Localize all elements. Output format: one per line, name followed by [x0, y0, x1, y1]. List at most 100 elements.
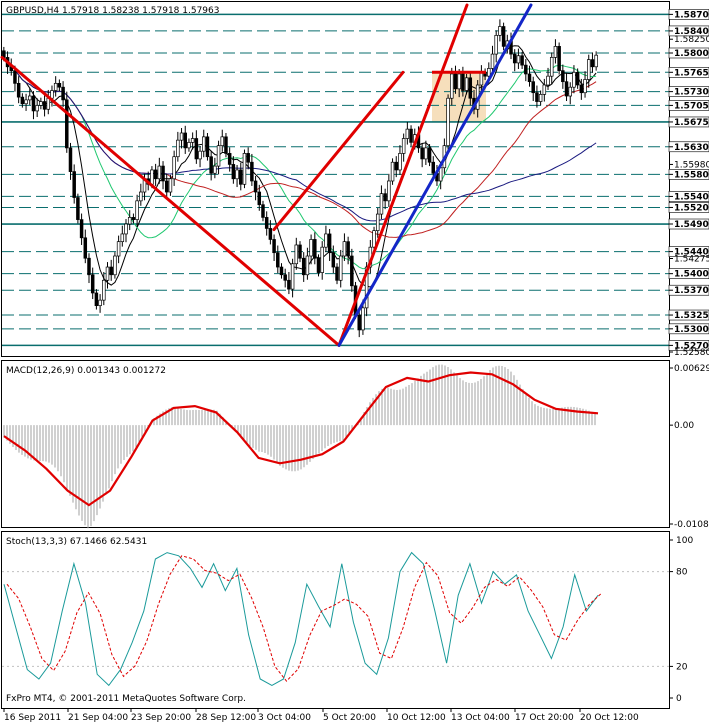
- candle-body: [561, 70, 565, 83]
- candle-body: [53, 82, 58, 91]
- candle-body: [209, 156, 213, 174]
- candle-body: [276, 252, 280, 268]
- candle-body: [216, 145, 221, 167]
- candle-body: [102, 279, 106, 301]
- candle-body: [139, 191, 143, 202]
- x-axis-label: 20 Oct 12:00: [580, 713, 639, 723]
- candle-body: [527, 73, 532, 83]
- candle-body: [387, 180, 391, 202]
- candle-body: [20, 96, 25, 105]
- stoch-axis-label: 80: [676, 568, 688, 578]
- candle-body: [298, 244, 302, 259]
- candle-body: [346, 241, 350, 257]
- stoch-panel-frame: [1, 531, 670, 709]
- candle-body: [246, 153, 250, 163]
- price-axis-label: 1.55980: [674, 160, 709, 170]
- candle-body: [301, 257, 306, 276]
- ma-navy-line: [3, 57, 597, 222]
- candle-body: [394, 161, 398, 171]
- candle-body: [379, 193, 384, 215]
- candle-body: [16, 82, 21, 98]
- candle-body: [335, 266, 339, 281]
- macd-axis-label: 0.00629: [674, 364, 709, 374]
- candle-body: [161, 165, 165, 182]
- candle-body: [461, 73, 465, 91]
- price-axis-label: 1.53700: [674, 286, 709, 296]
- candle-body: [98, 299, 102, 307]
- candle-body: [390, 161, 395, 182]
- candle-body: [490, 53, 495, 69]
- candle-body: [127, 217, 132, 225]
- x-axis-label: 10 Oct 12:00: [387, 713, 446, 723]
- candle-body: [453, 73, 458, 90]
- price-axis-label: 1.54400: [674, 248, 709, 258]
- candle-body: [498, 26, 502, 36]
- candle-body: [83, 237, 88, 259]
- candle-body: [202, 136, 206, 152]
- candle-body: [464, 77, 469, 91]
- candle-body: [268, 228, 273, 240]
- candle-body: [120, 233, 125, 243]
- stoch-axis-label: 100: [676, 536, 693, 546]
- price-axis-label: 1.54900: [674, 220, 709, 230]
- candle-body: [331, 252, 336, 268]
- candle-body: [164, 180, 169, 193]
- candle-body: [227, 153, 232, 165]
- macd-panel-frame: [1, 360, 670, 528]
- candle-body: [90, 274, 95, 294]
- candle-body: [531, 81, 535, 94]
- candle-body: [409, 128, 413, 143]
- price-axis-label: 1.58700: [674, 10, 709, 20]
- ma-fast-line: [3, 45, 597, 288]
- candle-body: [546, 75, 550, 86]
- candle-body: [253, 180, 258, 193]
- candle-body: [431, 161, 436, 174]
- candle-body: [283, 274, 287, 281]
- stoch-axis-label: 20: [676, 662, 688, 672]
- candle-body: [516, 55, 521, 64]
- price-axis-label: 1.56750: [674, 118, 709, 128]
- candle-body: [364, 266, 369, 309]
- price-axis-label: 1.57050: [674, 101, 709, 111]
- candle-body: [512, 53, 517, 64]
- candle-body: [76, 197, 80, 220]
- candle-body: [79, 219, 84, 239]
- candle-body: [583, 79, 587, 94]
- candle-body: [305, 255, 310, 276]
- candle-body: [224, 136, 228, 154]
- x-axis-label: 3 Oct 04:00: [258, 713, 311, 723]
- candle-body: [501, 26, 506, 47]
- x-axis-label: 23 Sep 20:00: [131, 713, 191, 723]
- candle-body: [568, 86, 572, 97]
- candle-body: [261, 204, 265, 218]
- candle-body: [338, 255, 343, 281]
- candle-body: [290, 263, 295, 290]
- candle-body: [494, 34, 498, 55]
- candle-body: [109, 266, 113, 276]
- copyright-text: FxPro MT4, © 2001-2011 MetaQuotes Softwa…: [6, 694, 246, 704]
- candle-body: [524, 64, 528, 75]
- candle-body: [50, 90, 54, 99]
- candle-body: [279, 266, 284, 276]
- price-axis-label: 1.58400: [674, 27, 709, 37]
- candle-body: [590, 59, 595, 68]
- x-axis-label: 5 Oct 20:00: [323, 713, 376, 723]
- candle-body: [235, 169, 239, 180]
- candle-body: [487, 68, 491, 77]
- candle-body: [535, 92, 539, 102]
- macd-axis-label: 0.00: [674, 421, 694, 431]
- candle-body: [327, 233, 332, 254]
- candle-body: [46, 97, 51, 110]
- candle-body: [287, 279, 291, 290]
- candle-body: [194, 138, 199, 160]
- candle-body: [479, 71, 484, 86]
- candle-body: [549, 57, 554, 77]
- stoch-signal-line: [6, 555, 602, 682]
- candle-body: [57, 82, 62, 88]
- price-axis-label: 1.56300: [674, 143, 709, 153]
- x-axis-label: 16 Sep 2011: [4, 713, 61, 723]
- candle-body: [190, 138, 195, 143]
- candle-body: [39, 101, 43, 106]
- candle-body: [31, 95, 36, 112]
- candle-body: [468, 77, 473, 99]
